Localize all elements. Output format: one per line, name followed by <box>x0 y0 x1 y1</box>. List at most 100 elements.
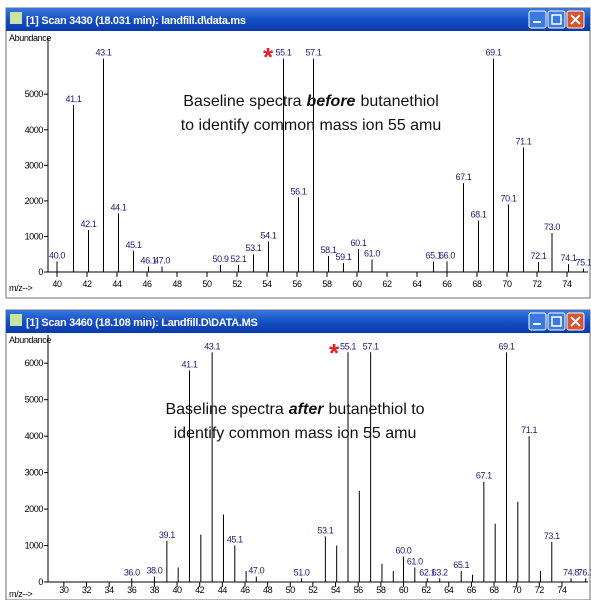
x-tick-label: 72 <box>532 279 542 289</box>
x-tick-label: 42 <box>195 585 205 595</box>
x-tick-label: 58 <box>322 279 332 289</box>
annotation-part: butanethiol <box>360 93 438 110</box>
peak-label: 69.1 <box>486 48 502 58</box>
x-tick-label: 50 <box>202 279 212 289</box>
peak-label: 74.1 <box>561 253 577 263</box>
peak-label: 71.1 <box>521 425 537 435</box>
x-tick-label: 62 <box>382 279 392 289</box>
x-tick-label: 42 <box>82 279 92 289</box>
x-tick-label: 66 <box>442 279 452 289</box>
annotation-part: before <box>307 93 356 110</box>
peaks <box>56 58 584 272</box>
annotation-part: after <box>289 401 324 418</box>
y-tick-label: 2000 <box>25 504 44 514</box>
y-tick-label: 4000 <box>25 125 44 135</box>
peak-label: 47.0 <box>248 566 264 576</box>
peak-label: 65.1 <box>426 250 442 260</box>
peak-label: 52.1 <box>231 254 247 264</box>
x-tick-label: 30 <box>59 585 69 595</box>
peak-label: 44.1 <box>111 202 127 212</box>
x-tick-label: 60 <box>352 279 362 289</box>
annotation: to identify common mass ion 55 amu <box>181 117 442 134</box>
y-tick-label: 1000 <box>25 541 44 551</box>
peak-label: 36.0 <box>124 567 140 577</box>
peak-label: 46.1 <box>141 256 157 266</box>
window-frames <box>5 7 591 601</box>
annotation-part: to identify common mass ion 55 amu <box>181 117 442 134</box>
peak-label: 71.1 <box>516 137 532 147</box>
x-tick-label: 72 <box>535 585 545 595</box>
x-tick-label: 44 <box>112 279 122 289</box>
x-tick-label: 58 <box>376 585 386 595</box>
y-tick-label: 5000 <box>25 89 44 99</box>
peak-label: 54.1 <box>261 230 277 240</box>
x-tick-label: 38 <box>150 585 160 595</box>
peak-label: 56.1 <box>291 186 307 196</box>
peak-label: 47.0 <box>154 256 170 266</box>
x-tick-label: 54 <box>262 279 272 289</box>
x-tick-label: 52 <box>232 279 242 289</box>
app-icon <box>10 12 22 326</box>
y-tick-label: 2000 <box>25 196 44 206</box>
annotation: Baseline spectra before butanethiol <box>183 93 439 110</box>
peak-label: 41.1 <box>182 360 198 370</box>
peak-label: 65.1 <box>453 560 469 570</box>
x-tick-label: 44 <box>218 585 228 595</box>
y-tick-label: 0 <box>38 577 43 587</box>
peak-label: 55.1 <box>340 341 356 351</box>
peak-label: 59.1 <box>336 252 352 262</box>
peak-label: 63.2 <box>432 567 448 577</box>
peak-label: 53.1 <box>246 243 262 253</box>
window-title: [1] Scan 3460 (18.108 min): Landfill.D\D… <box>26 317 258 329</box>
peak-label: 67.1 <box>476 471 492 481</box>
annotation-part: Baseline spectra <box>183 93 301 110</box>
y-axis-label: Abundance <box>9 335 51 345</box>
annotation-part: butanethiol to <box>328 401 424 418</box>
x-tick-label: 46 <box>142 279 152 289</box>
x-axis-label: m/z--> <box>9 283 32 293</box>
x-tick-label: 64 <box>444 585 454 595</box>
x-tick-label: 60 <box>399 585 409 595</box>
x-tick-label: 66 <box>467 585 477 595</box>
peak-label: 45.1 <box>126 240 142 250</box>
peak-label: 62.1 <box>419 567 435 577</box>
peak-label: 57.1 <box>306 48 322 58</box>
window-buttons[interactable] <box>528 10 585 331</box>
x-tick-label: 68 <box>489 585 499 595</box>
x-axis-label: m/z--> <box>9 589 32 599</box>
peak-label: 72.1 <box>531 251 547 261</box>
peak-label: 68.1 <box>471 209 487 219</box>
peak-label: 43.1 <box>96 48 112 58</box>
annotation-part: identify common mass ion 55 amu <box>174 425 417 442</box>
annotation-part: Baseline spectra <box>165 401 283 418</box>
x-tick-label: 40 <box>52 279 62 289</box>
peak-label: 69.1 <box>499 341 515 351</box>
y-tick-label: 4000 <box>25 431 44 441</box>
peak-label: 66.0 <box>439 250 455 260</box>
x-tick-label: 56 <box>292 279 302 289</box>
x-tick-label: 74 <box>557 585 567 595</box>
x-tick-label: 32 <box>82 585 92 595</box>
x-tick-label: 34 <box>105 585 115 595</box>
x-tick-label: 40 <box>172 585 182 595</box>
y-tick-label: 5000 <box>25 395 44 405</box>
x-tick-label: 50 <box>286 585 296 595</box>
y-tick-label: 1000 <box>25 231 44 241</box>
y-axis-label: Abundance <box>9 33 51 43</box>
peak-label: 61.0 <box>364 249 380 259</box>
annotation: identify common mass ion 55 amu <box>174 425 417 442</box>
x-tick-label: 56 <box>354 585 364 595</box>
window-title: [1] Scan 3430 (18.031 min): landfill.d\d… <box>26 15 246 27</box>
peak-label: 39.1 <box>159 530 175 540</box>
peak-label: 57.1 <box>363 341 379 351</box>
peak-label: 40.0 <box>49 250 65 260</box>
peak-label: 75.1 <box>576 257 591 267</box>
peak-label: 76.1 <box>578 567 591 577</box>
peak-label: 53.1 <box>317 525 333 535</box>
peak-label: 42.1 <box>81 219 97 229</box>
marker: * <box>329 338 340 368</box>
x-tick-label: 48 <box>263 585 273 595</box>
x-tick-label: 64 <box>412 279 422 289</box>
